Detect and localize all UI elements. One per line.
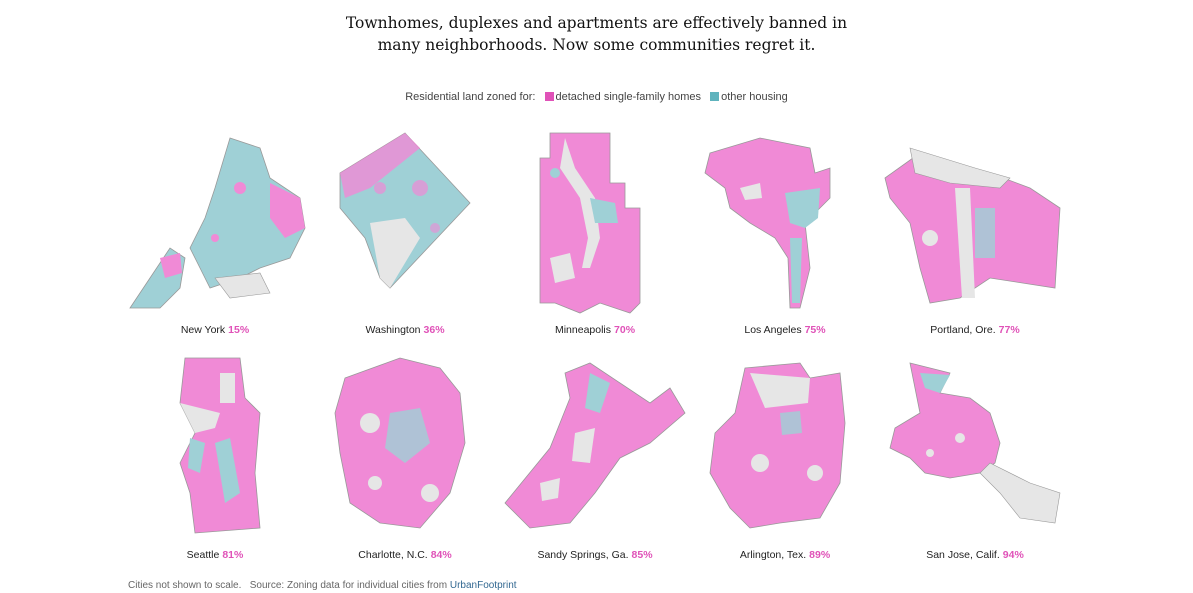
map-san-jose (889, 362, 1061, 524)
map-los-angeles (704, 137, 831, 309)
city-name: Washington (365, 324, 421, 336)
source-link[interactable]: UrbanFootprint (449, 580, 517, 591)
map-arlington (709, 362, 846, 529)
caption-arlington: Arlington, Tex. 89% (690, 549, 880, 561)
legend-item-single-family: detached single-family homes (555, 91, 702, 103)
city-name: Minneapolis (554, 324, 612, 336)
city-washington: Washington 36% (310, 128, 500, 336)
city-maps-grid: New York 15% Washington 36% Minneapolis 70% (120, 128, 1080, 568)
city-new-york: New York 15% (120, 128, 310, 336)
map-seattle (179, 357, 261, 534)
city-name: New York (180, 324, 226, 336)
city-pct: 81% (222, 549, 244, 561)
legend-item-other-housing: other housing (721, 91, 788, 103)
headline: Townhomes, duplexes and apartments are e… (0, 12, 1193, 56)
caption-seattle: Seattle 81% (120, 549, 310, 561)
headline-line-1: Townhomes, duplexes and apartments are e… (345, 14, 848, 32)
city-minneapolis: Minneapolis 70% (500, 128, 690, 336)
city-pct: 77% (998, 324, 1020, 336)
city-los-angeles: Los Angeles 75% (690, 128, 880, 336)
city-pct: 75% (804, 324, 826, 336)
legend: Residential land zoned for: detached sin… (0, 91, 1193, 103)
city-name: Seattle (186, 549, 220, 561)
map-portland (884, 147, 1061, 304)
city-pct: 15% (228, 324, 250, 336)
caption-new-york: New York 15% (120, 324, 310, 336)
city-pct: 85% (631, 549, 653, 561)
caption-washington: Washington 36% (310, 324, 500, 336)
caption-charlotte: Charlotte, N.C. 84% (310, 549, 500, 561)
caption-los-angeles: Los Angeles 75% (690, 324, 880, 336)
footer-source: Source: Zoning data for individual citie… (249, 580, 448, 591)
map-sandy-springs (504, 362, 686, 529)
city-pct: 84% (430, 549, 452, 561)
city-pct: 70% (614, 324, 636, 336)
city-name: Portland, Ore. (930, 324, 996, 336)
city-name: San Jose, Calif. (926, 549, 1000, 561)
city-portland: Portland, Ore. 77% (880, 128, 1070, 336)
footer: Cities not shown to scale. Source: Zonin… (128, 580, 517, 591)
footer-note: Cities not shown to scale. (128, 580, 242, 591)
city-arlington: Arlington, Tex. 89% (690, 353, 880, 561)
map-charlotte (334, 357, 466, 529)
legend-label: Residential land zoned for: (405, 91, 536, 103)
map-washington (339, 132, 471, 289)
city-seattle: Seattle 81% (120, 353, 310, 561)
map-new-york (129, 137, 306, 309)
caption-minneapolis: Minneapolis 70% (500, 324, 690, 336)
legend-swatch-single-family (544, 92, 554, 101)
headline-line-2: many neighborhoods. Now some communities… (377, 36, 816, 54)
city-charlotte: Charlotte, N.C. 84% (310, 353, 500, 561)
city-name: Arlington, Tex. (739, 549, 807, 561)
city-name: Sandy Springs, Ga. (537, 549, 629, 561)
caption-san-jose: San Jose, Calif. 94% (880, 549, 1070, 561)
caption-portland: Portland, Ore. 77% (880, 324, 1070, 336)
city-pct: 36% (423, 324, 445, 336)
city-pct: 89% (809, 549, 831, 561)
legend-swatch-other-housing (710, 92, 720, 101)
city-san-jose: San Jose, Calif. 94% (880, 353, 1070, 561)
city-sandy-springs: Sandy Springs, Ga. 85% (500, 353, 690, 561)
caption-sandy-springs: Sandy Springs, Ga. 85% (500, 549, 690, 561)
city-name: Charlotte, N.C. (358, 549, 428, 561)
city-name: Los Angeles (744, 324, 802, 336)
city-pct: 94% (1002, 549, 1024, 561)
map-minneapolis (539, 132, 641, 314)
